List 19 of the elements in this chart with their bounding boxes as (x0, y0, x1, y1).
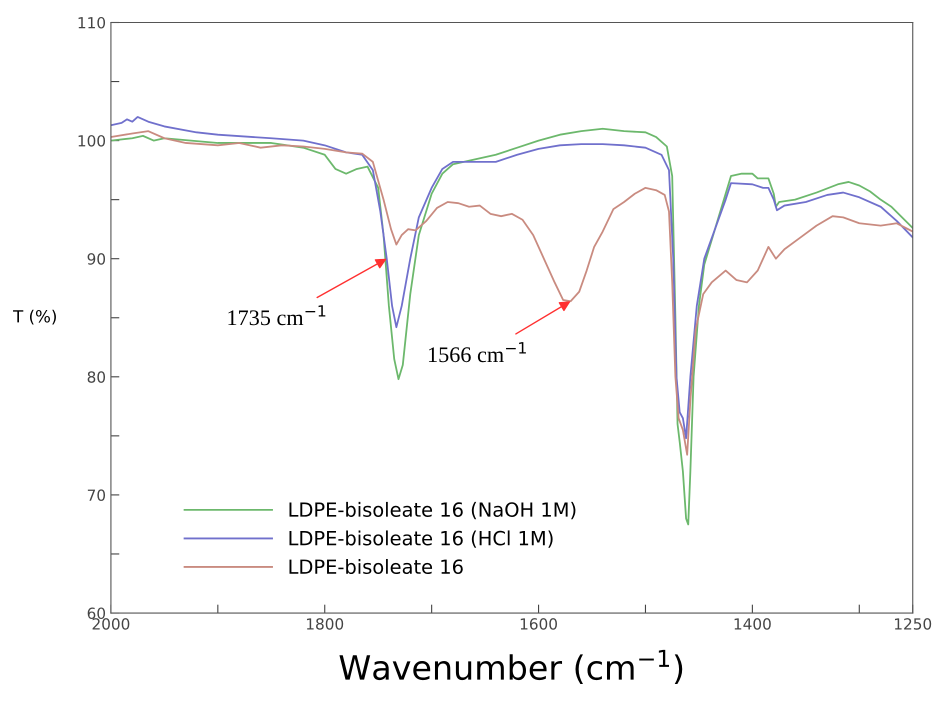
legend-label: LDPE-bisoleate 16 (NaOH 1M) (290, 502, 576, 520)
x-tick-label: 2000 (92, 618, 130, 630)
x-tick-label: 1250 (894, 618, 932, 630)
y-tick-label: 60 (88, 607, 106, 620)
x-tick-label: 1600 (520, 618, 557, 630)
line-series (110, 128, 913, 526)
y-tick-label: 90 (88, 253, 106, 265)
y-tick-label: 70 (88, 489, 106, 501)
annotation: 1735 cm$^{−1}$ (228, 305, 326, 326)
y-tick-label: 80 (88, 371, 106, 383)
x-axis-title: Wavenumber (cm$^{−1}$) (339, 650, 682, 684)
legend-label: LDPE-bisoleate 16 (290, 558, 463, 574)
x-tick-label: 1400 (734, 618, 771, 630)
legend-label: LDPE-bisoleate 16 (HCl 1M) (290, 530, 553, 548)
y-tick-label: 110 (78, 16, 106, 29)
y-axis-title: T (%) (13, 310, 56, 325)
x-tick-label: 1800 (306, 618, 344, 630)
annotation: 1566 cm$^{−1}$ (428, 342, 526, 362)
y-tick-label: 100 (78, 135, 106, 147)
